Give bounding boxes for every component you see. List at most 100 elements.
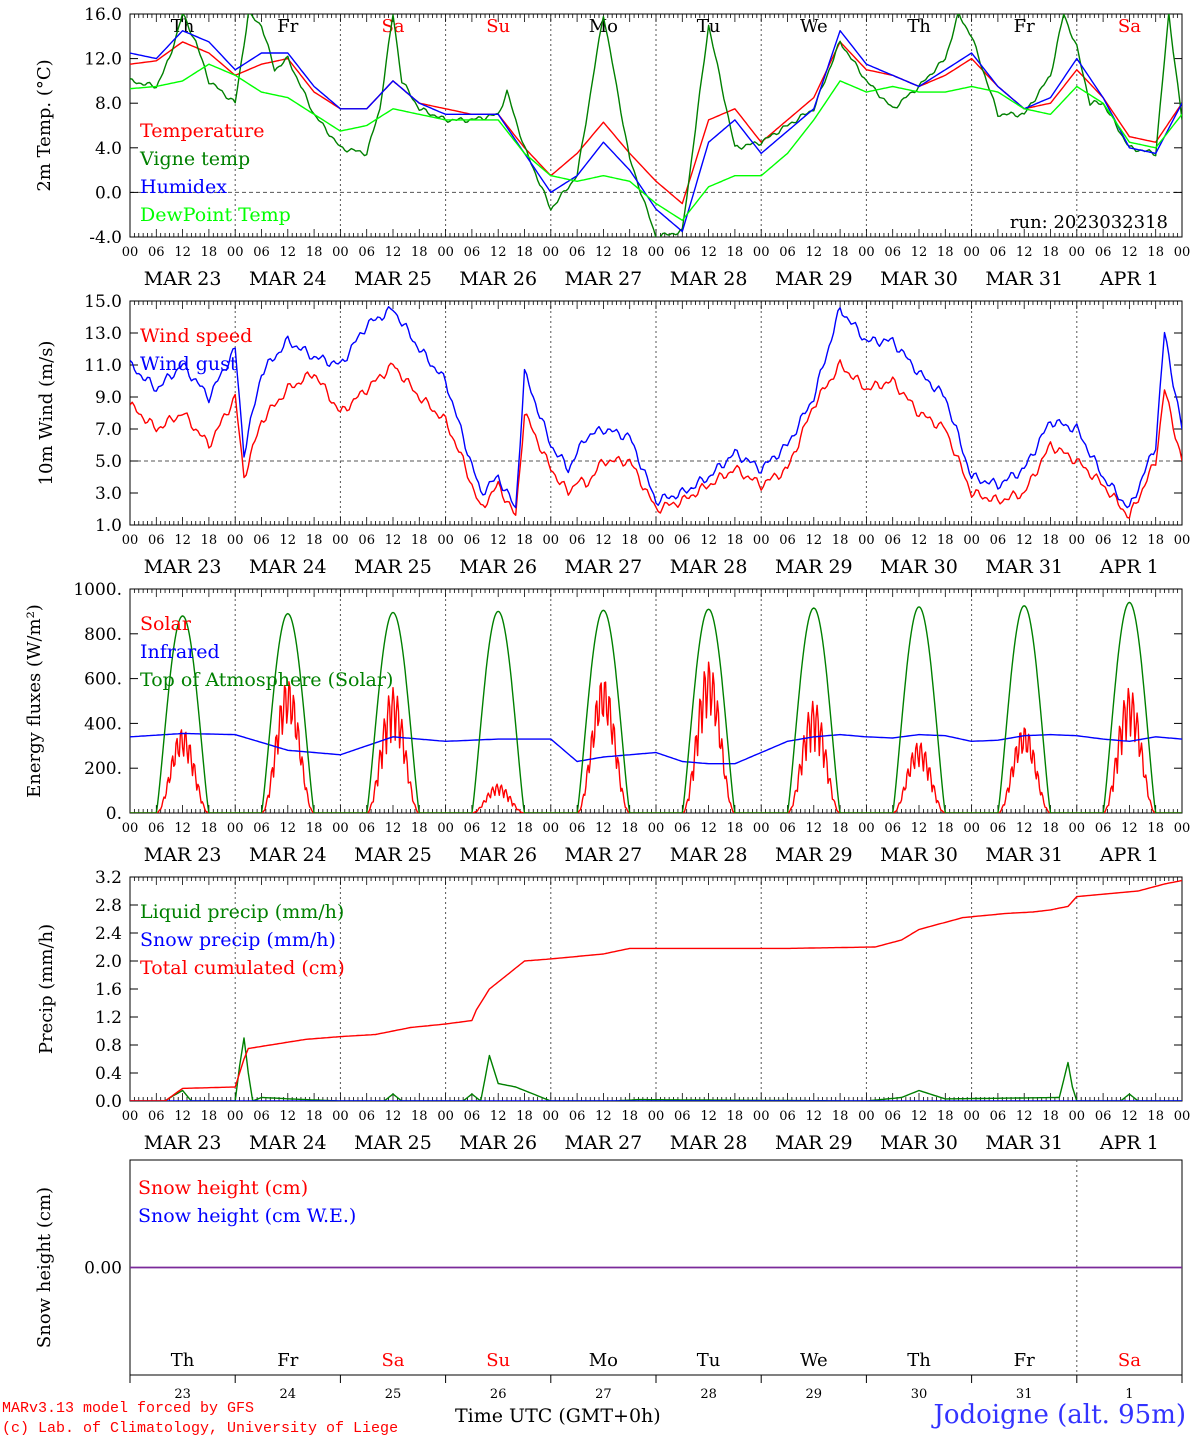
legend-entry: Infrared bbox=[140, 641, 220, 663]
hour-label: 18 bbox=[832, 1109, 849, 1124]
hour-label: 00 bbox=[1069, 533, 1086, 548]
hour-label: 12 bbox=[385, 1109, 402, 1124]
legend-entry: Snow height (cm) bbox=[138, 1177, 308, 1199]
hour-label: 06 bbox=[990, 821, 1007, 836]
hour-label: 18 bbox=[832, 533, 849, 548]
hour-label: 06 bbox=[884, 821, 901, 836]
hour-label: 06 bbox=[779, 1109, 796, 1124]
hour-label: 06 bbox=[884, 533, 901, 548]
series-line bbox=[130, 30, 1182, 233]
hour-label: 00 bbox=[437, 821, 454, 836]
hour-label: 06 bbox=[674, 821, 691, 836]
hour-label: 06 bbox=[884, 245, 901, 260]
date-label: MAR 25 bbox=[354, 1132, 432, 1154]
hour-label: 06 bbox=[253, 1109, 270, 1124]
hour-label: 00 bbox=[543, 1109, 560, 1124]
weekday-label: We bbox=[800, 1350, 828, 1371]
y-tick-label: 200. bbox=[84, 759, 122, 779]
hour-label: 06 bbox=[148, 245, 165, 260]
date-label: MAR 27 bbox=[565, 556, 643, 578]
hour-label: 12 bbox=[490, 533, 507, 548]
hour-label: 00 bbox=[963, 1109, 980, 1124]
legend-entry: Snow height (cm W.E.) bbox=[138, 1205, 356, 1227]
y-tick-label: 0.4 bbox=[95, 1064, 122, 1084]
weekday-label: Fr bbox=[277, 1350, 298, 1371]
date-label: MAR 26 bbox=[459, 268, 537, 290]
weekday-label: Su bbox=[486, 1350, 510, 1371]
hour-label: 06 bbox=[464, 1109, 481, 1124]
hour-label: 12 bbox=[1016, 1109, 1033, 1124]
hour-label: 00 bbox=[227, 821, 244, 836]
hour-label: 12 bbox=[280, 821, 297, 836]
hour-label: 12 bbox=[911, 1109, 928, 1124]
y-tick-label: 1000. bbox=[73, 580, 122, 600]
date-number-label: 25 bbox=[385, 1387, 402, 1402]
date-label: MAR 29 bbox=[775, 1132, 853, 1154]
hour-label: 00 bbox=[122, 245, 139, 260]
hour-label: 12 bbox=[806, 1109, 823, 1124]
hour-label: 00 bbox=[648, 821, 665, 836]
legend-entry: Solar bbox=[140, 613, 192, 635]
hour-label: 18 bbox=[411, 821, 428, 836]
date-number-label: 29 bbox=[806, 1387, 823, 1402]
date-label: MAR 31 bbox=[985, 268, 1063, 290]
hour-label: 18 bbox=[411, 1109, 428, 1124]
series-line bbox=[130, 1037, 1182, 1101]
hour-label: 12 bbox=[1121, 533, 1138, 548]
y-axis-label: 2m Temp. (°C) bbox=[34, 59, 55, 191]
legend-entry: Wind gust bbox=[140, 353, 238, 375]
hour-label: 18 bbox=[411, 533, 428, 548]
date-label: MAR 25 bbox=[354, 556, 432, 578]
date-label: APR 1 bbox=[1099, 556, 1159, 578]
run-label: run: 2023032318 bbox=[1010, 212, 1168, 233]
hour-label: 06 bbox=[464, 245, 481, 260]
credit-model: MARv3.13 model forced by GFS bbox=[2, 1400, 255, 1417]
hour-label: 00 bbox=[963, 533, 980, 548]
hour-label: 12 bbox=[1121, 1109, 1138, 1124]
y-tick-label: 15.0 bbox=[84, 292, 122, 312]
credit-lab: (c) Lab. of Climatology, University of L… bbox=[2, 1420, 399, 1437]
legend-entry: Snow precip (mm/h) bbox=[140, 929, 336, 951]
date-label: MAR 29 bbox=[775, 556, 853, 578]
y-tick-label: 400. bbox=[84, 714, 122, 734]
legend-entry: Humidex bbox=[140, 176, 227, 198]
hour-label: 12 bbox=[1016, 533, 1033, 548]
hour-label: 18 bbox=[201, 533, 218, 548]
hour-label: 00 bbox=[753, 821, 770, 836]
plot-area-3 bbox=[130, 601, 1182, 813]
date-number-label: 26 bbox=[490, 1387, 507, 1402]
date-label: APR 1 bbox=[1099, 1132, 1159, 1154]
hour-label: 06 bbox=[569, 1109, 586, 1124]
date-label: MAR 29 bbox=[775, 268, 853, 290]
hour-label: 06 bbox=[1095, 533, 1112, 548]
hour-label: 06 bbox=[148, 533, 165, 548]
hour-label: 12 bbox=[1016, 821, 1033, 836]
date-label: APR 1 bbox=[1099, 844, 1159, 866]
series-line bbox=[130, 359, 1182, 519]
series-line bbox=[130, 879, 1182, 1101]
date-label: MAR 30 bbox=[880, 268, 958, 290]
hour-label: 18 bbox=[516, 533, 533, 548]
hour-label: 18 bbox=[1042, 245, 1059, 260]
hour-label: 12 bbox=[595, 1109, 612, 1124]
weekday-label: Mo bbox=[589, 16, 618, 37]
hour-label: 06 bbox=[779, 245, 796, 260]
hour-label: 18 bbox=[516, 1109, 533, 1124]
hour-label: 00 bbox=[753, 245, 770, 260]
hour-label: 00 bbox=[858, 821, 875, 836]
hour-label: 00 bbox=[753, 1109, 770, 1124]
hour-label: 18 bbox=[516, 245, 533, 260]
hour-label: 18 bbox=[411, 245, 428, 260]
hour-label: 12 bbox=[911, 245, 928, 260]
hour-label: 12 bbox=[911, 533, 928, 548]
y-tick-label: 8.0 bbox=[95, 94, 122, 114]
y-tick-label: 3.2 bbox=[95, 868, 122, 888]
hour-label: 06 bbox=[569, 821, 586, 836]
date-label: MAR 27 bbox=[565, 268, 643, 290]
weekday-label: Sa bbox=[381, 16, 404, 37]
y-tick-label: 16.0 bbox=[84, 5, 122, 25]
hour-label: 18 bbox=[1042, 1109, 1059, 1124]
hour-label: 06 bbox=[148, 821, 165, 836]
hour-label: 00 bbox=[1174, 533, 1191, 548]
hour-label: 00 bbox=[1069, 1109, 1086, 1124]
